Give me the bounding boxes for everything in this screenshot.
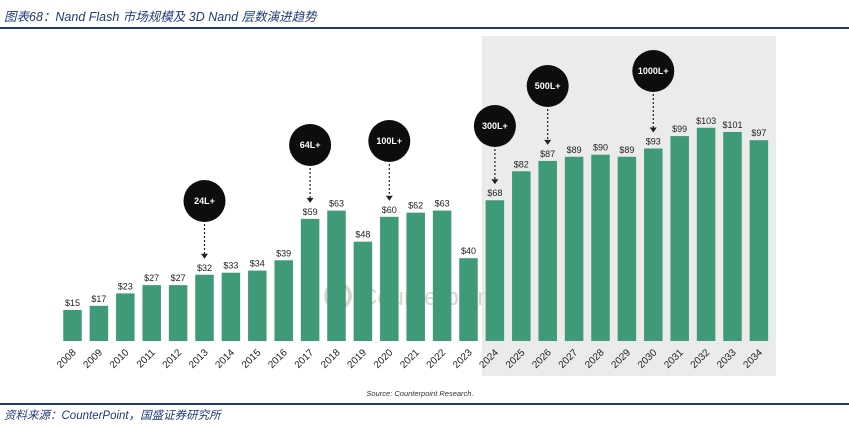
value-label-2026: $87 [540,149,555,159]
x-tick-2014: 2014 [214,347,238,371]
badge-arrow-2017 [306,197,314,203]
bar-2032 [696,127,716,341]
badge-arrow-2020 [385,195,393,201]
value-label-2015: $34 [250,259,265,269]
value-label-2010: $23 [118,281,133,291]
value-label-2032: $103 [696,116,716,126]
value-label-2019: $48 [355,230,370,240]
x-tick-2018: 2018 [319,347,343,371]
value-label-2021: $62 [408,201,423,211]
bar-2020 [380,216,399,341]
value-label-2031: $99 [672,124,687,134]
badge-arrow-2013 [201,253,208,259]
x-tick-2015: 2015 [240,347,264,371]
layer-badge-2024 [473,105,516,147]
bar-2009 [89,305,109,341]
x-tick-2021: 2021 [398,347,422,371]
bar-2013 [195,274,214,341]
bar-2016 [274,260,293,341]
bar-2012 [168,285,188,341]
bar-2034 [749,140,769,341]
badge-arrow-2026 [544,139,552,145]
x-tick-2008: 2008 [55,347,79,371]
bar-2017 [300,218,320,341]
bar-2010 [116,293,135,341]
layer-badge-label-2017: 64L+ [300,140,321,150]
value-label-2017: $59 [303,207,318,217]
value-label-2016: $39 [276,248,291,258]
layer-badge-2017 [289,124,332,166]
layer-badge-label-2024: 300L+ [482,121,508,131]
value-label-2011: $27 [144,273,159,283]
bar-2022 [432,210,452,341]
x-tick-2011: 2011 [135,347,158,370]
layer-badge-label-2020: 100L+ [376,136,402,146]
bar-2008 [63,309,82,341]
bar-2021 [406,212,425,341]
x-tick-2023: 2023 [451,347,475,371]
value-label-2020: $60 [382,205,397,215]
layer-badge-2020 [368,120,411,162]
bar-2024 [485,200,505,341]
layer-badge-2013 [183,180,226,222]
x-tick-2022: 2022 [425,347,449,371]
x-tick-2012: 2012 [161,347,185,371]
value-label-2014: $33 [223,261,238,271]
bar-2019 [353,241,373,341]
bar-2031 [670,136,689,341]
figure-source: 资料来源：CounterPoint，国盛证券研究所 [4,410,221,422]
badge-arrow-2030 [649,127,657,133]
bar-2015 [248,270,267,341]
bar-2027 [564,156,584,341]
bar-2029 [617,156,637,341]
value-label-2022: $63 [435,199,450,209]
title-rule [0,27,849,29]
bar-2033 [723,131,742,341]
bar-2018 [327,210,346,341]
value-label-2018: $63 [329,199,344,209]
layer-badge-label-2013: 24L+ [194,196,215,206]
bar-2025 [512,171,531,341]
source-rule [0,403,849,405]
x-tick-2020: 2020 [372,347,396,371]
layer-badge-2030 [632,50,675,92]
badge-arrow-2024 [491,179,499,185]
figure-title: 图表68：Nand Flash 市场规模及 3D Nand 层数演进趋势 [4,10,317,24]
value-label-2033: $101 [722,120,742,130]
x-tick-2016: 2016 [266,347,290,371]
x-tick-2010: 2010 [108,347,132,371]
bar-2011 [142,285,161,341]
layer-badge-label-2030: 1000L+ [638,66,669,76]
bar-2026 [538,160,557,341]
value-label-2025: $82 [514,159,529,169]
bar-2030 [644,148,663,341]
x-tick-2019: 2019 [346,347,370,371]
layer-badge-label-2026: 500L+ [535,81,561,91]
value-label-2034: $97 [751,128,766,138]
value-label-2024: $68 [487,188,502,198]
value-label-2027: $89 [567,145,582,155]
value-label-2009: $17 [91,294,106,304]
value-label-2008: $15 [65,298,80,308]
bar-2023 [459,258,478,341]
value-label-2028: $90 [593,143,608,153]
value-label-2013: $32 [197,263,212,273]
value-label-2012: $27 [171,273,186,283]
x-tick-2009: 2009 [82,347,106,371]
value-label-2029: $89 [619,145,634,155]
bar-2028 [591,154,610,341]
layer-badge-2026 [526,65,569,107]
x-tick-2013: 2013 [187,347,211,371]
x-tick-2017: 2017 [293,347,317,371]
value-label-2023: $40 [461,246,476,256]
chart-source-note: Source: Counterpoint Research. [366,389,473,398]
value-label-2030: $93 [646,136,661,146]
bar-2014 [221,272,241,341]
